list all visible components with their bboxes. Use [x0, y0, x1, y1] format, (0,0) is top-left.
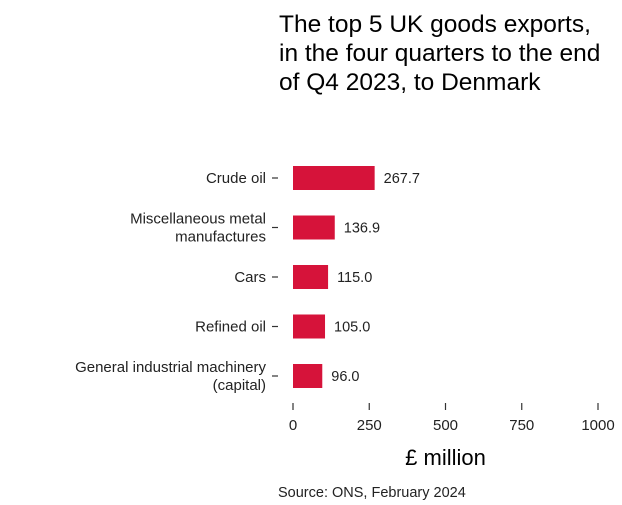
source-note: Source: ONS, February 2024 [278, 485, 466, 501]
bar [293, 166, 375, 190]
x-tick-label: 0 [289, 417, 297, 434]
category-label: Refined oil [195, 319, 266, 336]
x-tick-label: 750 [509, 417, 534, 434]
category-label: Cars [234, 269, 266, 286]
bar [293, 314, 326, 339]
value-label: 136.9 [344, 221, 380, 237]
category-label: Miscellaneous metal [130, 211, 266, 228]
value-label: 96.0 [331, 369, 359, 385]
bar [293, 364, 323, 388]
x-tick-label: 250 [357, 417, 382, 434]
bar-chart: Crude oil 267.7 Miscellaneous metalmanufac… [75, 166, 615, 470]
category-label: General industrial machinery [75, 359, 266, 376]
category-label: manufactures [175, 229, 266, 246]
category-label: Crude oil [206, 170, 266, 187]
chart-title: The top 5 UK goods exports, in the four … [279, 11, 601, 96]
bar [293, 215, 335, 240]
bar [293, 265, 329, 289]
x-tick-label: 500 [433, 417, 458, 434]
category-label: (capital) [213, 377, 266, 394]
value-label: 105.0 [334, 320, 370, 336]
x-tick-label: 1000 [581, 417, 614, 434]
value-label: 267.7 [384, 171, 420, 187]
value-label: 115.0 [337, 270, 372, 286]
x-axis-label: £ million [405, 445, 486, 470]
